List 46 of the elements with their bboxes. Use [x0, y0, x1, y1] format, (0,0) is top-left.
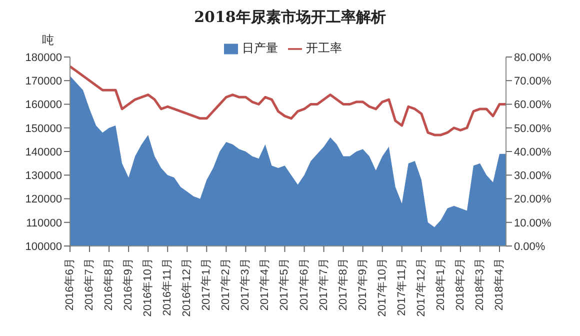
x-tick-label: 2016年8月 [103, 258, 116, 311]
y-tick-label: 150000 [25, 122, 62, 135]
x-tick-label: 2017年4月 [259, 258, 272, 311]
x-tick-label: 2017年1月 [200, 258, 213, 311]
x-tick-label: 2017年10月 [376, 258, 388, 317]
y2-tick-label: 80.00% [514, 52, 552, 64]
x-tick-label: 2017年5月 [278, 258, 291, 311]
y-tick-label: 140000 [25, 146, 62, 158]
y2-tick-label: 70.00% [514, 76, 552, 88]
y-tick-label: 120000 [25, 194, 62, 206]
x-tick-label: 2017年2月 [220, 258, 232, 311]
x-tick-label: 2016年9月 [122, 258, 135, 311]
x-tick-label: 2018年3月 [474, 258, 486, 311]
y-axis-title: 吨 [42, 32, 54, 49]
x-tick-label: 2017年12月 [415, 258, 428, 317]
y2-tick-label: 50.00% [514, 122, 552, 135]
x-tick-label: 2018年1月 [434, 258, 447, 311]
x-tick-label: 2016年7月 [84, 258, 96, 311]
y-tick-label: 130000 [25, 170, 62, 182]
y-tick-label: 180000 [25, 52, 62, 64]
x-tick-label: 2018年4月 [493, 258, 506, 311]
x-tick-label: 2017年7月 [318, 258, 330, 311]
legend-label: 开工率 [306, 41, 342, 55]
x-tick-label: 2018年2月 [454, 258, 466, 311]
y2-tick-label: 10.00% [514, 217, 552, 230]
y2-tick-label: 40.00% [514, 146, 552, 158]
y-tick-label: 170000 [25, 76, 62, 88]
x-tick-label: 2016年6月 [64, 258, 76, 311]
x-tick-label: 2016年12月 [181, 258, 194, 317]
y2-tick-label: 30.00% [514, 170, 552, 182]
y2-tick-label: 20.00% [514, 194, 552, 206]
y-tick-label: 100000 [25, 240, 62, 253]
chart-title: 2018年尿素市场开工率解析 [193, 8, 387, 26]
x-tick-label: 2017年8月 [337, 258, 350, 311]
y2-tick-label: 60.00% [514, 99, 552, 112]
y2-tick-label: 0.00% [514, 240, 546, 253]
y-tick-label: 160000 [25, 99, 62, 112]
x-tick-label: 2016年10月 [142, 258, 154, 317]
y-tick-label: 110000 [26, 217, 62, 230]
line-series [68, 65, 508, 136]
x-tick-label: 2017年9月 [356, 258, 369, 311]
legend-label: 日产量 [242, 41, 278, 55]
x-tick-label: 2017年6月 [298, 258, 310, 311]
x-tick-label: 2017年11月 [396, 258, 408, 316]
x-tick-label: 2016年11月 [162, 258, 174, 316]
x-tick-label: 2017年3月 [240, 258, 252, 311]
